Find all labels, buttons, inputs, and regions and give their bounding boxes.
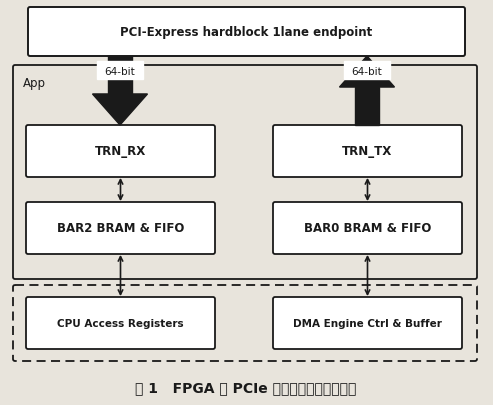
- FancyBboxPatch shape: [26, 202, 215, 254]
- Text: App: App: [23, 77, 46, 90]
- FancyBboxPatch shape: [273, 202, 462, 254]
- FancyBboxPatch shape: [28, 8, 465, 57]
- Text: CPU Access Registers: CPU Access Registers: [57, 318, 184, 328]
- FancyBboxPatch shape: [26, 297, 215, 349]
- Text: 64-bit: 64-bit: [105, 67, 136, 77]
- FancyBboxPatch shape: [344, 62, 390, 80]
- Text: 图 1   FPGA 的 PCIe 接口及事物控制器设计: 图 1 FPGA 的 PCIe 接口及事物控制器设计: [135, 380, 357, 394]
- FancyBboxPatch shape: [273, 297, 462, 349]
- Bar: [107, 57, 133, 95]
- FancyBboxPatch shape: [13, 285, 477, 361]
- FancyBboxPatch shape: [26, 126, 215, 177]
- FancyBboxPatch shape: [97, 62, 143, 80]
- Text: TRN_RX: TRN_RX: [95, 145, 146, 158]
- Text: BAR2 BRAM & FIFO: BAR2 BRAM & FIFO: [57, 222, 184, 235]
- FancyBboxPatch shape: [273, 126, 462, 177]
- FancyBboxPatch shape: [13, 66, 477, 279]
- Text: BAR0 BRAM & FIFO: BAR0 BRAM & FIFO: [304, 222, 431, 235]
- Bar: [354, 88, 380, 126]
- Text: PCI-Express hardblock 1lane endpoint: PCI-Express hardblock 1lane endpoint: [120, 26, 373, 39]
- Polygon shape: [340, 57, 394, 88]
- Text: 64-bit: 64-bit: [352, 67, 383, 77]
- Polygon shape: [93, 95, 147, 126]
- Text: DMA Engine Ctrl & Buffer: DMA Engine Ctrl & Buffer: [293, 318, 442, 328]
- Text: TRN_TX: TRN_TX: [342, 145, 392, 158]
